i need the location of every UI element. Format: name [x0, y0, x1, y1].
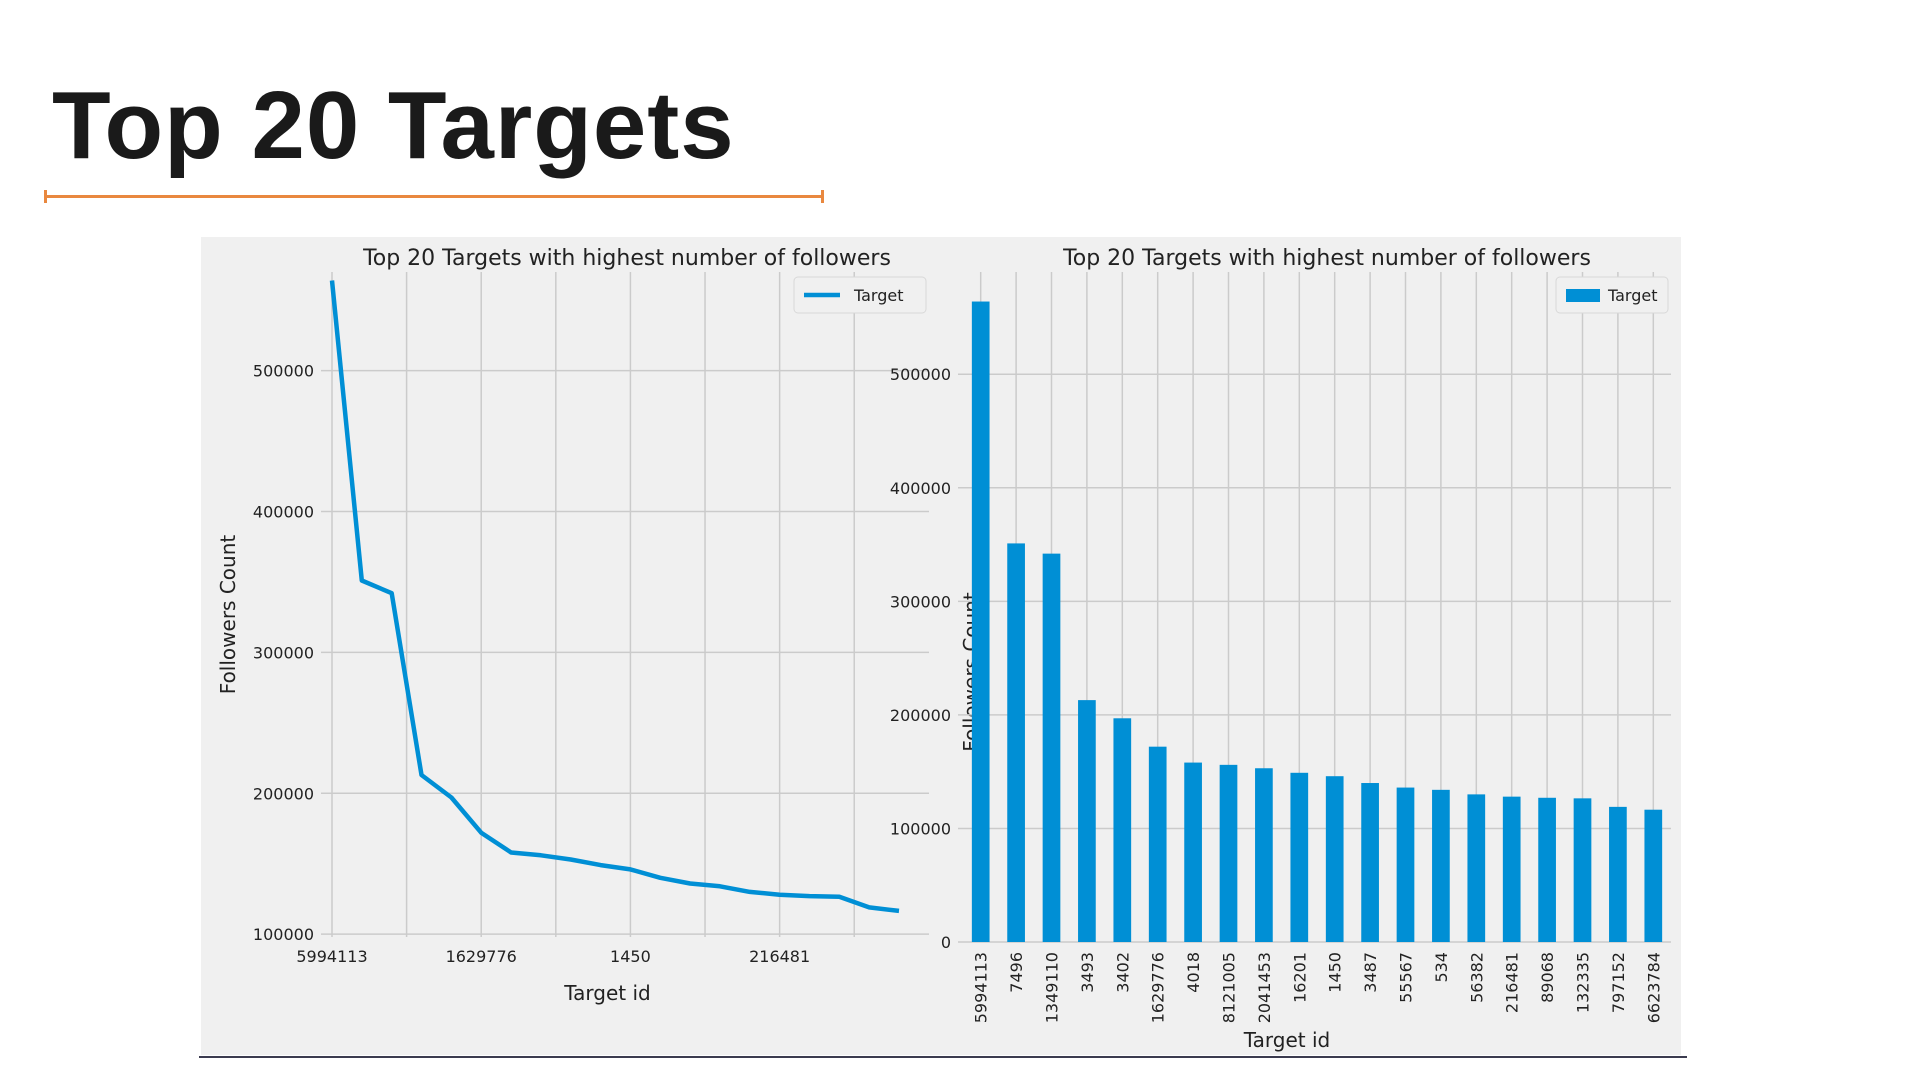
y-tick-label: 100000	[890, 819, 951, 838]
bar	[1078, 700, 1096, 942]
x-tick-label: 1450	[1326, 952, 1345, 993]
bar	[1502, 796, 1521, 942]
y-tick-label: 200000	[890, 706, 951, 725]
bar	[1219, 764, 1238, 942]
bar	[1432, 789, 1450, 942]
legend-label: Target	[853, 286, 904, 305]
chart-title: Top 20 Targets with highest number of fo…	[1062, 246, 1591, 271]
bar	[1644, 809, 1663, 942]
bar	[1184, 762, 1202, 942]
y-tick-label: 500000	[253, 362, 314, 381]
series-line-target	[329, 280, 900, 914]
x-tick-label: 8121005	[1220, 952, 1239, 1023]
underline-bar	[44, 195, 824, 198]
x-tick-label: 3493	[1078, 952, 1097, 993]
bar	[1148, 746, 1167, 942]
y-tick-label: 100000	[253, 925, 314, 944]
bar	[1396, 787, 1415, 942]
x-tick-label: 56382	[1467, 952, 1486, 1003]
bar	[1290, 772, 1309, 942]
y-tick-label: 500000	[890, 365, 951, 384]
x-tick-label: 797152	[1609, 952, 1628, 1013]
bar	[1609, 806, 1627, 942]
x-tick-label: 55567	[1397, 952, 1416, 1003]
legend-box	[793, 276, 927, 314]
x-tick-label: 5994113	[972, 952, 991, 1023]
bar	[1467, 794, 1486, 942]
underline-left-tick	[44, 190, 47, 203]
y-tick-label: 0	[941, 933, 951, 952]
x-tick-label: 534	[1432, 952, 1451, 983]
y-tick-label: 300000	[253, 643, 314, 662]
underline-right-tick	[821, 190, 824, 203]
x-tick-label: 1629776	[446, 947, 517, 966]
x-tick-label: 132335	[1574, 952, 1593, 1013]
bar	[1361, 783, 1379, 942]
slide-title: Top 20 Targets	[52, 72, 735, 179]
x-tick-label: 4018	[1184, 952, 1203, 993]
x-axis-label: Target id	[563, 981, 650, 1005]
bar	[1042, 553, 1061, 942]
x-tick-label: 16201	[1290, 952, 1309, 1003]
x-tick-label: 3402	[1113, 952, 1132, 993]
x-tick-label: 2041453	[1255, 952, 1274, 1023]
bar	[1113, 718, 1132, 942]
y-tick-label: 200000	[253, 784, 314, 803]
y-tick-label: 400000	[253, 503, 314, 522]
legend-label: Target	[1607, 286, 1658, 305]
legend-bar-swatch	[1566, 289, 1600, 302]
x-tick-label: 89068	[1538, 952, 1557, 1003]
y-tick-label: 400000	[890, 479, 951, 498]
x-tick-label: 5994113	[296, 947, 367, 966]
chart-title: Top 20 Targets with highest number of fo…	[362, 246, 891, 271]
bar	[1255, 768, 1273, 942]
bar	[1325, 776, 1344, 942]
bar	[1573, 798, 1592, 942]
panel-baseline	[199, 1056, 1687, 1058]
y-tick-label: 300000	[890, 592, 951, 611]
x-tick-label: 216481	[749, 947, 810, 966]
x-tick-label: 3487	[1361, 952, 1380, 993]
bar	[1538, 797, 1556, 942]
x-tick-label: 1450	[610, 947, 651, 966]
legend-box	[1555, 276, 1669, 314]
chart-panel: Top 20 Targets with highest number of fo…	[201, 237, 1681, 1055]
x-tick-label: 7496	[1007, 952, 1026, 993]
title-underline	[44, 190, 824, 203]
x-axis-label: Target id	[1243, 1028, 1330, 1052]
x-tick-label: 1349110	[1043, 952, 1062, 1023]
bar	[1007, 543, 1025, 942]
x-tick-label: 6623784	[1644, 952, 1663, 1023]
bar	[971, 301, 990, 943]
x-tick-label: 216481	[1503, 952, 1522, 1013]
y-axis-label: Followers Count	[216, 535, 240, 695]
charts-figure: Top 20 Targets with highest number of fo…	[216, 246, 1671, 1052]
x-tick-label: 1629776	[1149, 952, 1168, 1023]
